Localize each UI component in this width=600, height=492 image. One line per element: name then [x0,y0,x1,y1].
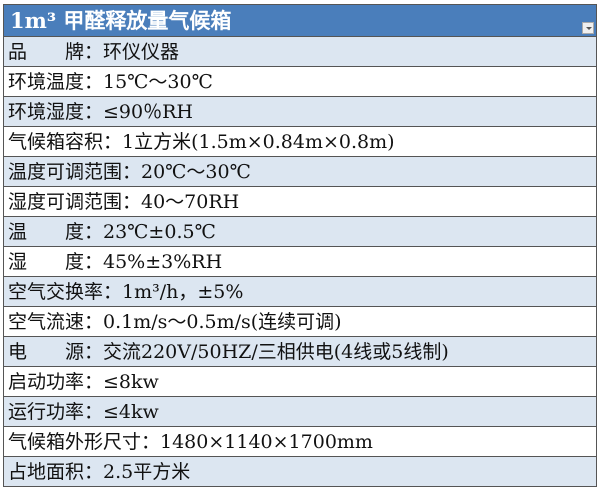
table-row: 电 源：交流220V/50HZ/三相供电(4线或5线制) [4,337,596,367]
table-row: 空气交换率：1m³/h，±5% [4,277,596,307]
table-row: 运行功率：≤4kw [4,397,596,427]
table-row: 湿度可调范围：40～70RH [4,187,596,217]
table-row: 气候箱容积：1立方米(1.5m×0.84m×0.8m) [4,127,596,157]
table-row: 湿 度：45%±3%RH [4,247,596,277]
table-row: 启动功率：≤8kw [4,367,596,397]
table-row: 空气流速：0.1m/s～0.5m/s(连续可调) [4,307,596,337]
filter-dropdown-icon[interactable] [582,22,594,34]
spec-table: 1m³ 甲醛释放量气候箱 品 牌：环仪仪器 环境温度：15℃～30℃ 环境湿度：≤9… [3,4,597,487]
table-row: 气候箱外形尺寸：1480×1140×1700mm [4,427,596,457]
table-row: 环境温度：15℃～30℃ [4,67,596,97]
table-header: 1m³ 甲醛释放量气候箱 [4,5,596,37]
table-row: 温度可调范围：20℃～30℃ [4,157,596,187]
table-title: 1m³ 甲醛释放量气候箱 [10,8,232,33]
table-row: 占地面积：2.5平方米 [4,457,596,487]
table-row: 温 度：23℃±0.5℃ [4,217,596,247]
table-row: 环境湿度：≤90％RH [4,97,596,127]
table-row: 品 牌：环仪仪器 [4,37,596,67]
